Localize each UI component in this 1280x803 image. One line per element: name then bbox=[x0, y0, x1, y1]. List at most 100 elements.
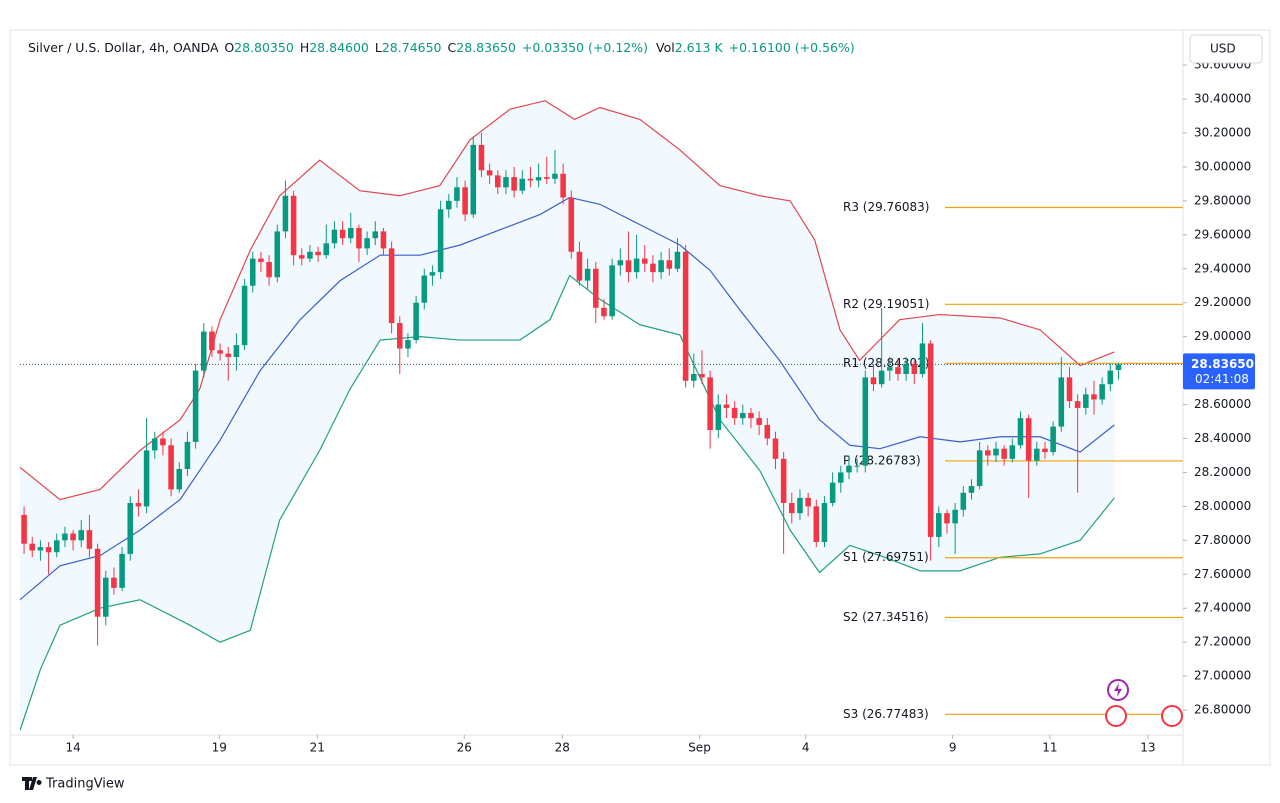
axes: 26.80000 27.00000 27.20000 27.40000 27.60000… bbox=[65, 58, 1255, 755]
header-item: +0.03350 (+0.12%) bbox=[522, 40, 648, 55]
x-tick-label: 13 bbox=[1140, 741, 1155, 755]
currency-label[interactable]: USD bbox=[1210, 42, 1236, 56]
candle-body bbox=[437, 209, 444, 273]
candle-body bbox=[298, 255, 305, 259]
candle-body bbox=[1107, 370, 1114, 385]
header-item: H bbox=[300, 40, 309, 55]
candle-body bbox=[911, 363, 918, 374]
candle-body bbox=[454, 187, 460, 201]
y-tick-label: 29.60000 bbox=[1194, 227, 1251, 241]
candle-body bbox=[699, 373, 705, 378]
candle-body bbox=[805, 497, 811, 507]
candle-body bbox=[895, 367, 901, 374]
candle-body bbox=[1025, 418, 1032, 461]
header-item: C bbox=[448, 40, 457, 55]
candle-body bbox=[1034, 448, 1040, 461]
y-tick-label: 29.00000 bbox=[1194, 329, 1251, 343]
candle-body bbox=[519, 178, 526, 191]
y-tick-label: 26.80000 bbox=[1194, 703, 1251, 717]
candle-body bbox=[527, 178, 534, 181]
candle-body bbox=[396, 323, 403, 349]
candle-body bbox=[1091, 394, 1097, 400]
candle-body bbox=[593, 268, 599, 308]
header-item: +0.16100 (+0.56%) bbox=[729, 40, 855, 55]
y-tick-label: 29.40000 bbox=[1194, 261, 1251, 275]
candle-body bbox=[944, 513, 950, 524]
candle-body bbox=[421, 275, 428, 303]
candle-body bbox=[993, 448, 999, 456]
header-item: 28.84600 bbox=[309, 40, 369, 55]
candle-body bbox=[119, 553, 125, 588]
candle-body bbox=[870, 377, 877, 385]
candle-body bbox=[21, 514, 27, 544]
candle-body bbox=[225, 353, 232, 358]
candle-body bbox=[535, 177, 542, 181]
header-item: O bbox=[224, 40, 234, 55]
x-tick-label: Sep bbox=[688, 741, 711, 755]
economic-event-icon[interactable] bbox=[1161, 705, 1183, 727]
candle-body bbox=[29, 543, 36, 551]
candle-body bbox=[1017, 418, 1024, 446]
candle-body bbox=[364, 238, 370, 249]
candle-body bbox=[862, 377, 869, 466]
x-tick-label: 28 bbox=[555, 741, 570, 755]
y-tick-label: 30.40000 bbox=[1194, 92, 1251, 106]
header-item: 28.83650 bbox=[456, 40, 516, 55]
candle-body bbox=[200, 331, 207, 371]
candle-body bbox=[552, 173, 558, 179]
candle-body bbox=[691, 373, 697, 381]
event-icon-bolt bbox=[1114, 683, 1122, 697]
candle-body bbox=[258, 258, 264, 262]
candle-body bbox=[821, 502, 828, 543]
candle-body bbox=[1074, 401, 1081, 408]
y-tick-label: 29.80000 bbox=[1194, 193, 1251, 207]
candle-body bbox=[151, 438, 158, 451]
x-tick-label: 19 bbox=[212, 741, 227, 755]
candle-body bbox=[45, 547, 52, 553]
candle-body bbox=[797, 497, 803, 514]
candle-body bbox=[887, 367, 893, 371]
header-item: 28.74650 bbox=[382, 40, 442, 55]
candle-body bbox=[544, 177, 550, 179]
y-tick-label: 29.20000 bbox=[1194, 295, 1251, 309]
candle-body bbox=[274, 231, 281, 278]
countdown-label: 02:41:08 bbox=[1195, 372, 1249, 386]
candle-body bbox=[1001, 448, 1007, 459]
candle-body bbox=[168, 445, 174, 490]
candle-body bbox=[985, 450, 991, 456]
candle-body bbox=[462, 187, 468, 215]
candle-body bbox=[838, 472, 844, 483]
candle-body bbox=[290, 195, 297, 256]
candle-body bbox=[952, 509, 958, 524]
brand-name: TradingView bbox=[45, 777, 125, 792]
candle-body bbox=[1066, 377, 1073, 402]
candle-body bbox=[233, 345, 240, 358]
candle-body bbox=[1099, 384, 1105, 400]
candle-body bbox=[617, 260, 624, 266]
currency-button[interactable] bbox=[1189, 34, 1263, 64]
candle-body bbox=[731, 407, 738, 419]
candle-body bbox=[86, 530, 93, 549]
economic-event-icon[interactable] bbox=[1105, 705, 1127, 727]
header-item: L bbox=[375, 40, 382, 55]
candle-body bbox=[756, 418, 762, 425]
plot-area: R3 (29.76083)R2 (29.19051)R1 (28.84302)P… bbox=[20, 100, 1183, 731]
candle-body bbox=[486, 170, 493, 176]
candle-body bbox=[503, 177, 509, 188]
last-price-box bbox=[1183, 353, 1255, 390]
candle-body bbox=[160, 438, 166, 446]
candle-body bbox=[609, 265, 615, 317]
candle-body bbox=[405, 340, 411, 349]
y-tick-label: 27.40000 bbox=[1194, 601, 1251, 615]
header-item: Silver / U.S. Dollar, 4h, OANDA bbox=[28, 40, 219, 55]
header-item: Vol bbox=[656, 40, 675, 55]
candle-body bbox=[62, 533, 68, 541]
candle-body bbox=[878, 370, 885, 385]
candle-body bbox=[903, 363, 909, 374]
candle-body bbox=[217, 350, 223, 354]
candle-body bbox=[682, 251, 689, 381]
candle-body bbox=[780, 458, 787, 503]
candle-body bbox=[748, 413, 754, 419]
candle-body bbox=[633, 258, 640, 273]
candle-body bbox=[1083, 394, 1089, 408]
